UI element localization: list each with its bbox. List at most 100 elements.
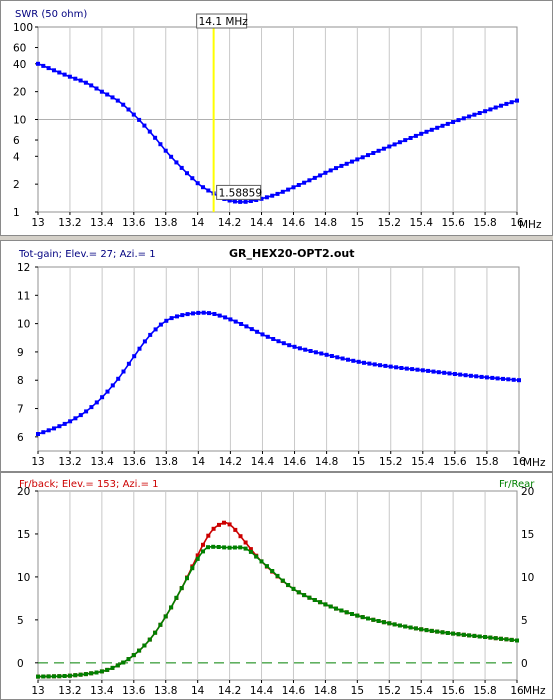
- front-back-x-tick-label: 13: [31, 685, 44, 697]
- gain-data-point: [68, 419, 73, 424]
- gain-y-tick-label: 8: [17, 375, 24, 387]
- gain-data-point: [132, 354, 137, 359]
- swr-chart: SWR (50 ohm) MHz 13 13.2 13.4 13.6 13.8 14 14.…: [13, 9, 542, 231]
- front-back-y-tick-label: 5: [17, 615, 24, 627]
- swr-data-point: [376, 148, 381, 153]
- front-back-x-tick-label: 14.8: [314, 685, 337, 697]
- gain-data-point: [362, 360, 366, 365]
- gain-x-tick-label: 13: [31, 456, 44, 468]
- swr-x-tick-label: 15.6: [441, 217, 465, 229]
- swr-data-point: [483, 109, 488, 114]
- front-back-y-right-tick-label: 15: [521, 529, 534, 541]
- front-rear-green-data-point: [509, 637, 514, 642]
- swr-x-tick-label: 14.4: [250, 217, 274, 229]
- gain-y-tick-label: 10: [17, 319, 30, 331]
- front-back-red-data-point: [201, 542, 205, 547]
- front-back-y-right-tick-label: 20: [521, 486, 534, 498]
- front-rear-green-data-point: [131, 653, 136, 658]
- swr-data-point: [387, 144, 392, 149]
- front-back-y-tick-label: 10: [17, 572, 30, 584]
- front-rear-green-data-point: [142, 643, 147, 648]
- swr-x-tick-label: 13.2: [58, 217, 81, 229]
- swr-data-point: [99, 89, 104, 94]
- gain-x-unit: MHz: [523, 457, 546, 469]
- gain-data-point: [265, 334, 270, 339]
- gain-y-tick-label: 11: [17, 290, 30, 302]
- front-rear-green-data-point: [222, 545, 227, 550]
- front-rear-green-data-point: [440, 630, 445, 635]
- front-rear-green-data-point: [334, 606, 338, 611]
- front-rear-green-data-point: [41, 674, 46, 679]
- front-back-red-data-point: [195, 553, 200, 558]
- swr-data-point: [206, 188, 211, 193]
- swr-data-point: [360, 155, 365, 160]
- gain-data-point: [313, 350, 318, 355]
- swr-data-point: [259, 196, 264, 201]
- gain-data-point: [212, 312, 217, 316]
- front-rear-green-data-point: [99, 669, 104, 674]
- swr-data-point: [78, 78, 83, 83]
- output-filename: GR_HEX20-OPT2.out: [229, 247, 354, 260]
- gain-data-point: [319, 351, 324, 356]
- front-rear-green-data-point: [323, 602, 328, 607]
- swr-data-point: [312, 175, 317, 180]
- gain-data-point: [126, 361, 131, 366]
- swr-data-point: [302, 180, 307, 185]
- front-back-y-right-tick-label: 5: [521, 615, 528, 627]
- gain-data-point: [164, 318, 169, 323]
- gain-data-point: [207, 311, 211, 316]
- swr-data-point: [94, 86, 99, 91]
- swr-data-point: [153, 135, 158, 140]
- swr-x-tick-label: 15.8: [473, 217, 496, 229]
- front-back-x-unit: MHz: [523, 685, 546, 697]
- gain-data-point: [271, 337, 276, 341]
- gain-data-point: [148, 332, 153, 337]
- frequency-marker-label: 14.1 MHz: [199, 16, 249, 28]
- gain-x-tick-label: 15.2: [379, 456, 402, 468]
- swr-data-point: [493, 105, 498, 110]
- swr-data-point: [371, 151, 376, 155]
- gain-data-point: [158, 322, 163, 327]
- front-back-red-data-point: [211, 526, 216, 531]
- swr-x-tick-label: 14.6: [282, 217, 306, 229]
- swr-data-point: [137, 117, 142, 122]
- gain-data-point: [78, 413, 83, 418]
- front-rear-green-data-point: [472, 633, 477, 638]
- swr-data-point: [445, 121, 450, 126]
- front-rear-green-data-point: [445, 631, 450, 635]
- gain-data-point: [137, 346, 142, 351]
- gain-data-point: [239, 322, 244, 326]
- front-rear-green-data-point: [504, 637, 509, 642]
- gain-data-point: [378, 363, 382, 368]
- front-rear-green-data-point: [360, 615, 365, 620]
- swr-data-point: [169, 154, 174, 159]
- front-rear-green-data-point: [381, 620, 386, 625]
- swr-data-point: [46, 66, 51, 71]
- swr-data-point: [504, 101, 509, 106]
- front-rear-green-data-point: [339, 608, 344, 613]
- gain-data-point: [431, 369, 436, 374]
- swr-data-point: [328, 168, 333, 173]
- swr-data-point: [115, 98, 120, 103]
- gain-data-point: [110, 383, 115, 388]
- swr-data-point: [355, 157, 360, 162]
- swr-data-point: [67, 74, 72, 79]
- gain-data-point: [153, 327, 158, 332]
- swr-data-point: [131, 112, 136, 117]
- gain-y-tick-label: 12: [17, 262, 30, 274]
- front-rear-green-data-point: [302, 593, 307, 598]
- gain-data-point: [201, 310, 206, 315]
- gain-data-point: [372, 362, 377, 367]
- gain-x-tick-label: 16: [512, 456, 526, 468]
- swr-data-point: [350, 159, 354, 164]
- gain-chart-title: Tot-gain; Elev.= 27; Azi.= 1: [18, 249, 156, 260]
- gain-data-point: [73, 416, 78, 421]
- gain-y-tick-label: 6: [17, 432, 24, 444]
- swr-x-tick-label: 15.4: [410, 217, 434, 229]
- swr-data-point: [467, 114, 472, 119]
- front-rear-green-data-point: [493, 636, 498, 641]
- gain-y-tick-label: 7: [17, 404, 24, 416]
- gain-x-tick-label: 14.2: [219, 456, 242, 468]
- gain-data-point: [169, 316, 174, 321]
- swr-data-point: [339, 163, 344, 168]
